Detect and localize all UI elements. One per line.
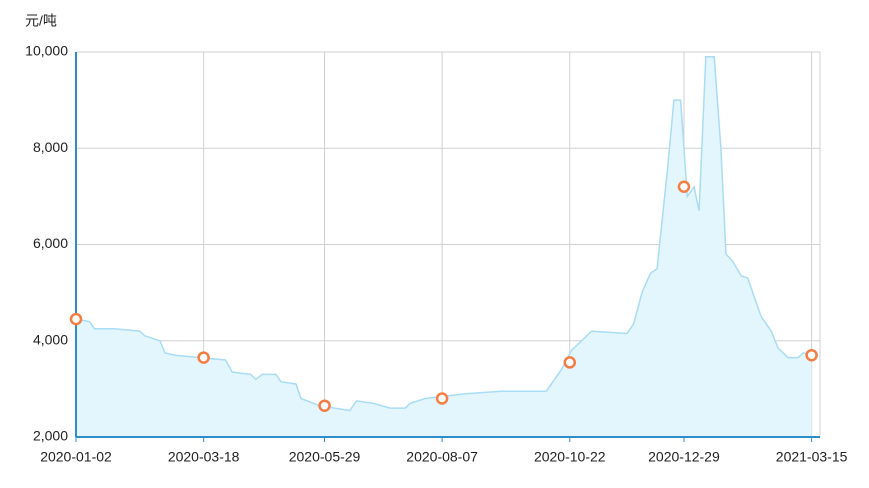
marker bbox=[805, 348, 818, 362]
x-tick-label: 2020-03-18 bbox=[168, 449, 240, 465]
x-tick-label: 2020-01-02 bbox=[40, 449, 112, 465]
marker bbox=[318, 399, 331, 412]
x-tick-label: 2021-03-15 bbox=[776, 449, 848, 465]
marker bbox=[435, 392, 449, 405]
y-tick-label: 8,000 bbox=[33, 139, 68, 155]
marker bbox=[563, 356, 577, 369]
x-tick-label: 2020-10-22 bbox=[534, 449, 606, 465]
marker bbox=[197, 351, 210, 364]
area bbox=[76, 56, 812, 438]
y-tick-label: 4,000 bbox=[33, 331, 68, 347]
y-tick-label: 10,000 bbox=[25, 43, 68, 59]
line bbox=[75, 56, 812, 412]
y-axis-label: 元/吨 bbox=[25, 13, 57, 29]
marker bbox=[69, 312, 83, 326]
x-tick-label: 2020-05-29 bbox=[289, 449, 361, 465]
y-tick-label: 2,000 bbox=[33, 428, 68, 444]
x-tick-label: 2020-12-29 bbox=[648, 449, 720, 465]
y-tick-label: 6,000 bbox=[33, 235, 68, 251]
x-tick-label: 2020-08-07 bbox=[406, 449, 478, 465]
marker bbox=[677, 180, 691, 193]
